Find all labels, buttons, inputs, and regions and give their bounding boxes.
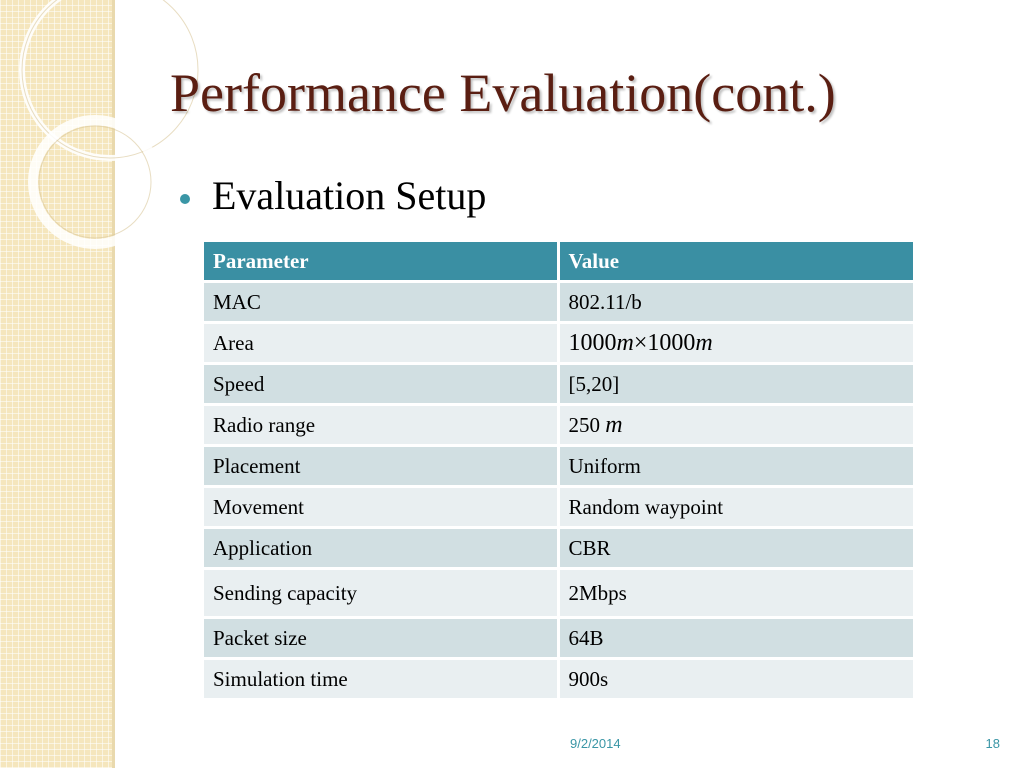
table-row: Placement Uniform <box>204 445 913 488</box>
value-cell: Uniform <box>558 445 913 488</box>
parameter-cell: Application <box>204 527 560 570</box>
parameter-cell: Area <box>204 322 560 365</box>
table-row: Packet size 64B <box>204 617 913 660</box>
meter-unit: m <box>605 411 623 438</box>
parameter-cell: Radio range <box>204 404 560 447</box>
table-row: Simulation time 900s <box>204 658 913 701</box>
bullet-item: Evaluation Setup <box>180 172 487 219</box>
bullet-dot-icon <box>180 194 190 204</box>
parameter-cell: Speed <box>204 363 560 406</box>
value-cell: 900s <box>558 658 913 701</box>
table-row: Speed [5,20] <box>204 363 913 406</box>
parameter-cell: Movement <box>204 486 560 529</box>
value-cell: 802.11/b <box>558 281 913 324</box>
value-cell: Random waypoint <box>558 486 913 529</box>
value-cell: 2Mbps <box>558 568 913 619</box>
table-row: Application CBR <box>204 527 913 570</box>
parameter-cell: Simulation time <box>204 658 560 701</box>
header-value: Value <box>558 242 913 283</box>
table-row: Radio range 250 m <box>204 404 913 447</box>
table-row: MAC 802.11/b <box>204 281 913 324</box>
parameter-table: Parameter Value MAC 802.11/b Area 1000m×… <box>204 242 913 701</box>
table-row: Sending capacity 2Mbps <box>204 568 913 619</box>
value-cell-radio: 250 m <box>558 404 913 447</box>
slide-title: Performance Evaluation(cont.) <box>170 63 836 123</box>
parameter-cell: MAC <box>204 281 560 324</box>
header-parameter: Parameter <box>204 242 560 283</box>
page-number: 18 <box>985 736 1000 751</box>
footer-date: 9/2/2014 <box>570 736 621 751</box>
parameter-cell: Placement <box>204 445 560 488</box>
value-cell-area: 1000m×1000m <box>558 322 913 365</box>
value-cell: 64B <box>558 617 913 660</box>
parameter-cell: Packet size <box>204 617 560 660</box>
table-header-row: Parameter Value <box>204 242 913 283</box>
parameter-cell: Sending capacity <box>204 568 560 619</box>
value-cell: [5,20] <box>558 363 913 406</box>
area-formula: 1000m×1000m <box>568 329 713 356</box>
table-row: Movement Random waypoint <box>204 486 913 529</box>
value-cell: CBR <box>558 527 913 570</box>
table-row: Area 1000m×1000m <box>204 322 913 365</box>
bullet-text: Evaluation Setup <box>212 173 487 218</box>
decorative-rings <box>19 0 201 249</box>
strip-edge <box>112 0 115 768</box>
